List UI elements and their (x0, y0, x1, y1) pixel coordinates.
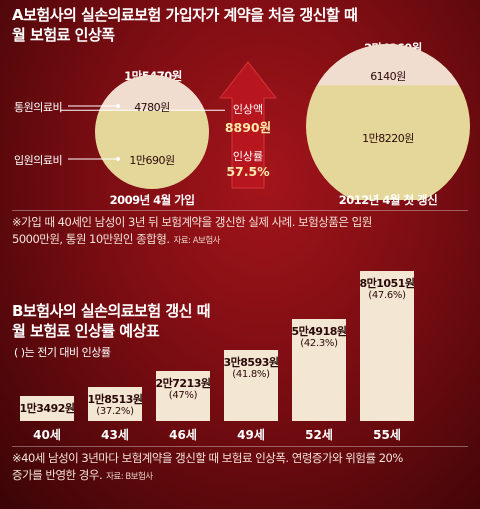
bar-value-label: 3만8593원 (223, 355, 279, 369)
bar-pct-label: (41.8%) (232, 368, 270, 380)
section-b-note: ※40세 남성이 3년마다 보험계약을 갱신할 때 보험료 인상폭. 연령증가와… (12, 450, 472, 486)
section-b-source: 자료: B보험사 (106, 472, 153, 482)
bar-category-label: 49세 (237, 428, 265, 442)
section-b-subtitle: ( )는 전기 대비 인상률 (14, 346, 111, 359)
bar-value-label: 1만8513원 (87, 392, 143, 406)
pie-chart-svg (60, 44, 470, 200)
circle-2009-category: 2009년 4월 가입 (109, 193, 195, 207)
arrow-labels: 인상액 8890원 인상률 57.5% (222, 101, 274, 179)
increase-rate-label: 인상률 (232, 150, 264, 163)
bar-category-label: 40세 (33, 428, 61, 442)
bar-pct-label: (47.6%) (368, 290, 406, 301)
bar-category-label: 46세 (169, 428, 197, 442)
bar-category-label: 43세 (101, 428, 129, 442)
circle-2012-outpatient-value: 6140원 (370, 70, 406, 83)
section-a-note-line2: 5000만원, 통원 10만원인 종합형. 자료: A보험사 (12, 231, 472, 250)
bar-pct-label: (42.3%) (300, 338, 338, 350)
section-a-note-line1: ※가입 때 40세인 남성이 3년 뒤 보험계약을 갱신한 실제 사례. 보험상… (12, 215, 372, 229)
circle-2009-outpatient-value: 4780원 (134, 101, 170, 114)
bar-pct-label: (47%) (168, 389, 198, 401)
circle-2012-inpatient-value: 1만8220원 (362, 132, 414, 145)
divider-a-top (12, 210, 468, 211)
circle-2009-inpatient-value: 1만690원 (129, 154, 175, 167)
bar-40세 (20, 396, 74, 421)
circle-2012 (306, 44, 470, 200)
section-a-note: ※가입 때 40세인 남성이 3년 뒤 보험계약을 갱신한 실제 사례. 보험상… (12, 214, 472, 250)
bar-pct-label: (37.2%) (96, 405, 134, 417)
section-a-title-line1: A보험사의 실손의료보험 가입자가 계약을 처음 갱신할 때 (12, 6, 358, 24)
bar-43세 (88, 386, 142, 421)
increase-rate-value: 57.5% (226, 164, 270, 179)
section-b-note-line2-text: 증가를 반영한 경우. (12, 468, 103, 482)
bar-52세 (292, 319, 346, 421)
section-a-title-line2: 월 보험료 인상폭 (12, 26, 115, 44)
section-b-title-line1: B보험사의 실손의료보험 갱신 때 (12, 302, 211, 320)
bar-category-label: 55세 (373, 428, 401, 442)
legend-inpatient: 입원의료비 (14, 154, 63, 167)
divider-b-top (12, 446, 468, 447)
section-a-note-line2-text: 5000만원, 통원 10만원인 종합형. (12, 232, 170, 246)
bar-value-label: 5만4918원 (291, 325, 347, 339)
increase-arrow (218, 61, 278, 189)
section-b-title-line2: 월 보험료 인상률 예상표 (12, 322, 160, 340)
bar-46세 (156, 370, 210, 421)
bar-value-label: 2만7213원 (155, 376, 211, 390)
legend-outpatient-dot (116, 104, 120, 108)
bar-49세 (224, 349, 278, 421)
increase-amount-label: 인상액 (232, 103, 264, 116)
section-b-note-line1: ※40세 남성이 3년마다 보험계약을 갱신할 때 보험료 인상폭. 연령증가와… (12, 451, 403, 465)
section-b-note-line2: 증가를 반영한 경우. 자료: B보험사 (12, 467, 472, 486)
increase-amount-value: 8890원 (224, 120, 272, 135)
bar-55세 (360, 271, 414, 421)
section-a-source: 자료: A보험사 (173, 236, 220, 246)
bar-category-label: 52세 (305, 428, 333, 442)
bar-value-label: 8만1051원 (359, 277, 415, 290)
legend-inpatient-dot (116, 157, 120, 161)
section-a-title: A보험사의 실손의료보험 가입자가 계약을 처음 갱신할 때 월 보험료 인상폭 (12, 5, 358, 45)
section-b-title: B보험사의 실손의료보험 갱신 때 월 보험료 인상률 예상표 (12, 301, 211, 341)
legend-outpatient: 통원의료비 (14, 101, 63, 114)
bar-value-label: 1만3492원 (19, 402, 75, 416)
circle-2012-category: 2012년 4월 첫 갱신 (338, 193, 438, 207)
